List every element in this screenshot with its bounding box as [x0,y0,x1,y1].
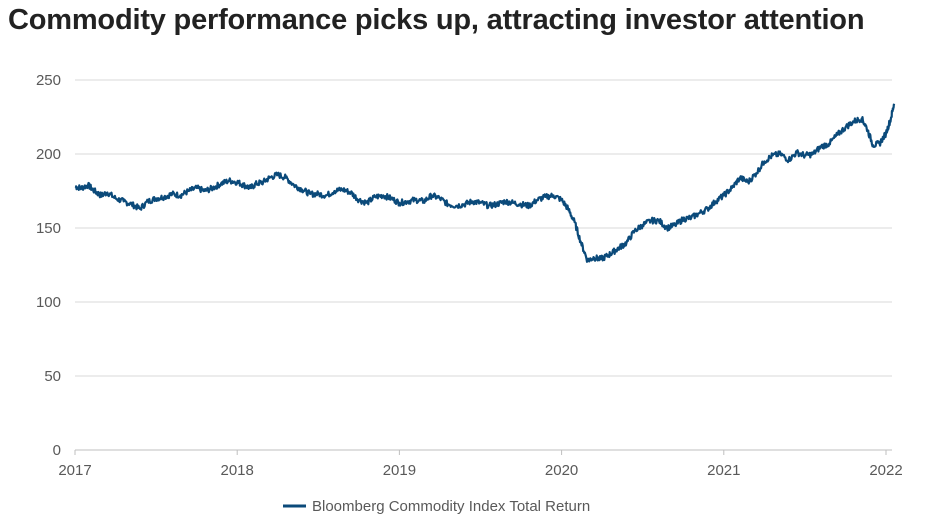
y-tick-label-50: 50 [44,368,61,385]
gridlines [75,79,892,377]
x-tick-label-2021: 2021 [707,462,740,479]
x-tick-label-2022: 2022 [869,462,902,479]
x-tick-label-2019: 2019 [383,462,416,479]
legend: Bloomberg Commodity Index Total Return [283,498,590,515]
chart-title: Commodity performance picks up, attracti… [8,4,865,36]
x-axis-ticks: 2017 2018 2019 2020 2021 2022 [58,462,902,479]
x-axis [74,449,892,455]
x-tick-label-2017: 2017 [58,462,91,479]
series-lines [74,103,896,263]
x-tick-label-2020: 2020 [545,462,578,479]
legend-label: Bloomberg Commodity Index Total Return [312,498,590,515]
y-tick-label-250: 250 [36,72,61,89]
y-tick-label-150: 150 [36,220,61,237]
y-tick-label-200: 200 [36,146,61,163]
series-line-0 [74,103,896,263]
y-tick-label-0: 0 [53,442,61,459]
y-axis-ticks: 0 50 100 150 200 250 [36,72,61,459]
y-tick-label-100: 100 [36,294,61,311]
x-tick-label-2018: 2018 [221,462,254,479]
